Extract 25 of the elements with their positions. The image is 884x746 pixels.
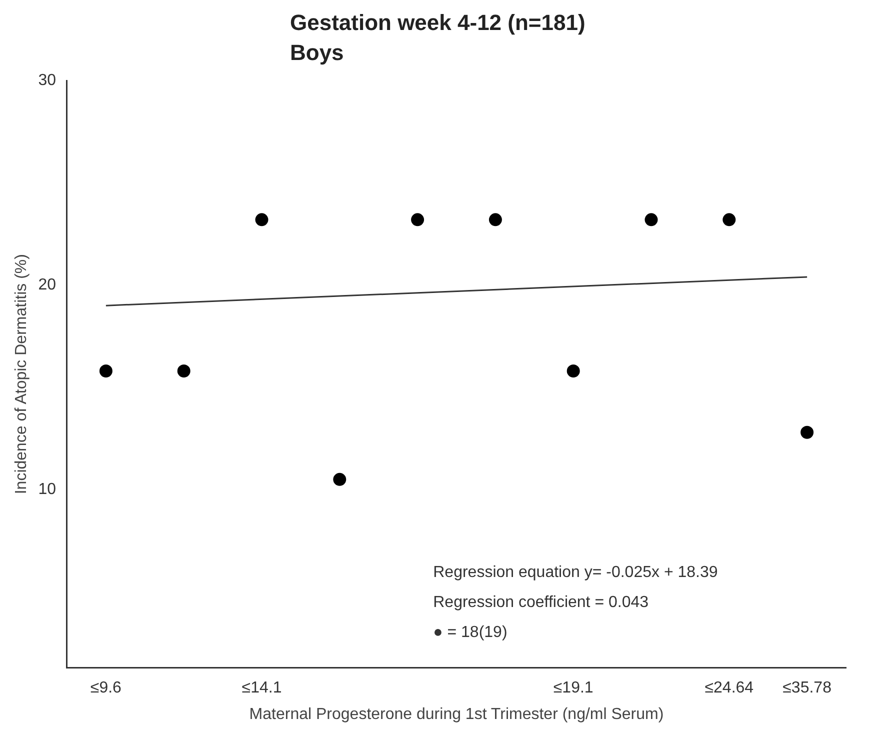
point [411, 213, 424, 226]
point [722, 213, 736, 226]
annotation: Regression coefficient = 0.043 [433, 594, 649, 612]
point [99, 364, 112, 378]
y-tick-label: 20 [38, 276, 56, 294]
annotation: Regression equation y= -0.025x + 18.39 [433, 564, 718, 582]
x-tick-label: ≤19.1 [553, 680, 594, 697]
y-axis-title: Incidence of Atopic Dermatitis (%) [13, 254, 30, 494]
y-tick-label: 10 [38, 481, 56, 498]
point [255, 213, 268, 226]
annotation: ● = 18(19) [433, 624, 508, 642]
chart-subtitle: Boys [290, 39, 345, 67]
point [333, 472, 346, 486]
point [488, 213, 502, 226]
x-tick-label: ≤14.1 [242, 680, 282, 697]
point [566, 364, 580, 378]
point [644, 213, 658, 226]
point [177, 364, 190, 378]
y-tick-label: 30 [38, 72, 56, 90]
x-axis-title: Maternal Progesterone during 1st Trimester (ng/ml Serum) [249, 706, 664, 723]
chart-title: Gestation week 4-12 (n=181) [290, 9, 586, 37]
x-tick-label: ≤24.64 [704, 680, 754, 697]
x-tick-label: ≤35.78 [782, 680, 832, 697]
x-tick-label: ≤9.6 [90, 680, 122, 697]
point [800, 426, 814, 439]
